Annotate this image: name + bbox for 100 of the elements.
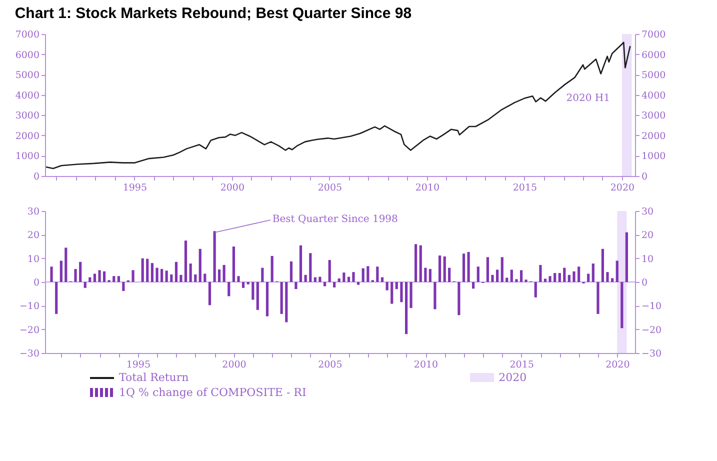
bar — [410, 282, 412, 308]
bar — [386, 282, 388, 290]
bar — [64, 248, 68, 282]
bar — [218, 269, 221, 282]
bar — [198, 248, 202, 282]
bar — [79, 262, 82, 282]
bar — [323, 282, 326, 286]
bar — [578, 266, 580, 282]
bar — [50, 266, 53, 282]
bar — [189, 264, 192, 282]
bar — [347, 276, 350, 282]
bar — [74, 268, 77, 282]
band-label: 2020 H1 — [566, 92, 610, 104]
bar — [467, 252, 470, 282]
y-tick-label: 0 — [33, 278, 40, 288]
bar — [606, 272, 609, 282]
y-tick-label: 30 — [27, 206, 40, 218]
bar — [242, 282, 245, 288]
bar — [165, 270, 168, 282]
y-tick-label: 3000 — [15, 110, 40, 122]
y2-tick-label: 3000 — [642, 110, 666, 122]
bar — [596, 282, 600, 314]
bar — [611, 278, 614, 282]
bar — [616, 260, 618, 282]
bar — [299, 245, 302, 282]
bar — [208, 282, 212, 306]
bar — [146, 258, 149, 282]
x-tick-label: 2005 — [318, 182, 342, 194]
bar — [55, 282, 58, 314]
y-tick-label: 7000 — [15, 30, 40, 40]
bar — [194, 274, 197, 282]
y2-tick-label: 1000 — [642, 151, 666, 162]
y-tick-label: 4000 — [15, 90, 40, 102]
bar — [462, 254, 466, 282]
bar — [558, 273, 561, 282]
bar — [213, 231, 216, 282]
bar — [294, 282, 298, 290]
bar — [60, 260, 62, 282]
bar — [98, 270, 101, 282]
bar — [156, 268, 158, 282]
bar — [88, 277, 92, 282]
bar — [256, 282, 259, 310]
bar — [280, 282, 283, 314]
x-tick-label: 2000 — [222, 360, 246, 370]
y-tick-label: −30 — [19, 348, 40, 360]
bar — [84, 282, 86, 288]
bar — [520, 270, 523, 282]
bar — [572, 271, 576, 282]
x-tick-label: 2015 — [512, 182, 538, 194]
bar — [544, 278, 547, 282]
bar — [506, 278, 508, 282]
x-tick-label: 2000 — [220, 182, 245, 194]
bar — [261, 268, 264, 282]
bar — [376, 266, 379, 282]
y-tick-label: 0 — [33, 172, 40, 182]
bar — [290, 261, 293, 282]
bar — [414, 244, 418, 282]
bar — [434, 282, 436, 310]
bar — [419, 245, 422, 282]
bar — [592, 264, 594, 282]
bar — [362, 268, 364, 282]
x-tick-label: 1995 — [122, 182, 148, 194]
bar — [132, 270, 134, 282]
bar — [554, 273, 556, 282]
bar — [510, 270, 513, 282]
bar — [342, 272, 346, 282]
x-tick-label: 2020 — [610, 182, 635, 194]
bar — [141, 258, 144, 282]
bar — [285, 282, 288, 322]
bar — [448, 268, 451, 282]
bar — [428, 268, 432, 282]
legend-label: 2020 — [498, 371, 527, 384]
bar — [601, 248, 604, 282]
bar — [500, 257, 504, 282]
x-tick-label: 2010 — [414, 360, 438, 370]
y-tick-label: −20 — [19, 324, 40, 336]
bar — [491, 274, 494, 282]
y2-tick-label: 30 — [642, 206, 654, 218]
y-tick-label: −10 — [19, 301, 40, 312]
bar — [117, 276, 120, 282]
bar — [237, 276, 240, 282]
bar — [232, 246, 236, 282]
bar — [515, 279, 518, 282]
bar — [548, 276, 552, 282]
bar — [170, 274, 173, 282]
bar — [338, 278, 340, 282]
y-tick-label: 1000 — [15, 151, 40, 162]
bar — [304, 274, 307, 282]
bar — [102, 271, 106, 282]
y2-tick-label: −10 — [642, 301, 662, 312]
x-tick-label: 1995 — [126, 360, 151, 370]
bar — [458, 282, 460, 316]
y2-tick-label: 7000 — [642, 30, 666, 40]
y-tick-label: 10 — [27, 254, 40, 265]
y2-tick-label: 20 — [642, 230, 654, 242]
y2-tick-label: −20 — [642, 324, 662, 336]
bar — [404, 282, 408, 334]
x-tick-label: 2020 — [606, 360, 630, 370]
y-tick-label: 5000 — [15, 70, 40, 82]
bar — [438, 255, 442, 282]
